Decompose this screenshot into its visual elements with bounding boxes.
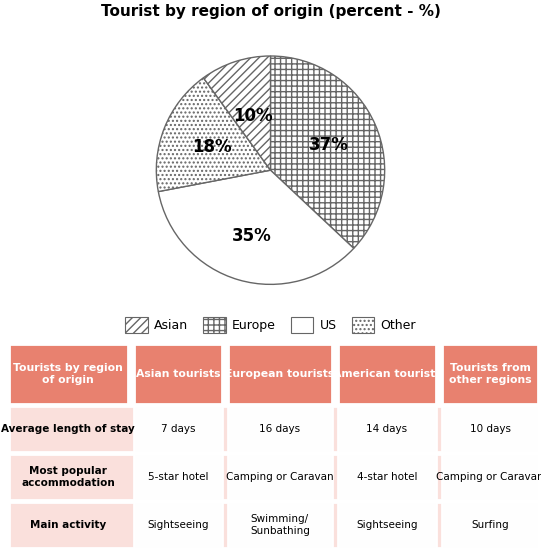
FancyBboxPatch shape	[9, 344, 128, 404]
Title: Tourist by region of origin (percent - %): Tourist by region of origin (percent - %…	[101, 4, 440, 19]
Text: 16 days: 16 days	[259, 424, 300, 434]
Text: Most popular
accommodation: Most popular accommodation	[22, 466, 115, 488]
Text: 37%: 37%	[309, 136, 349, 154]
Wedge shape	[270, 56, 385, 248]
FancyBboxPatch shape	[338, 344, 436, 404]
Text: Tourists from
other regions: Tourists from other regions	[449, 363, 531, 385]
Text: 4-star hotel: 4-star hotel	[357, 472, 417, 482]
Text: 35%: 35%	[232, 227, 271, 245]
FancyBboxPatch shape	[228, 454, 332, 500]
Text: 14 days: 14 days	[366, 424, 407, 434]
Text: Sightseeing: Sightseeing	[147, 520, 209, 530]
FancyBboxPatch shape	[9, 406, 538, 452]
FancyBboxPatch shape	[135, 502, 222, 548]
FancyBboxPatch shape	[228, 502, 332, 548]
FancyBboxPatch shape	[338, 454, 436, 500]
Text: Surfing: Surfing	[471, 520, 509, 530]
Text: Average length of stay: Average length of stay	[2, 424, 135, 434]
FancyBboxPatch shape	[135, 454, 222, 500]
Text: 10 days: 10 days	[470, 424, 511, 434]
FancyBboxPatch shape	[228, 344, 332, 404]
Text: Camping or Caravan: Camping or Caravan	[226, 472, 334, 482]
FancyBboxPatch shape	[443, 454, 538, 500]
FancyBboxPatch shape	[135, 344, 222, 404]
FancyBboxPatch shape	[443, 406, 538, 452]
Text: European tourists: European tourists	[225, 369, 334, 379]
Text: Camping or Caravan: Camping or Caravan	[436, 472, 541, 482]
FancyBboxPatch shape	[9, 502, 538, 548]
Text: Swimming/
Sunbathing: Swimming/ Sunbathing	[250, 514, 310, 536]
Wedge shape	[203, 56, 270, 170]
FancyBboxPatch shape	[338, 502, 436, 548]
Text: 18%: 18%	[192, 138, 232, 156]
Wedge shape	[159, 170, 354, 284]
Text: Sightseeing: Sightseeing	[357, 520, 418, 530]
FancyBboxPatch shape	[135, 406, 222, 452]
FancyBboxPatch shape	[228, 406, 332, 452]
Wedge shape	[156, 78, 270, 192]
Text: Main activity: Main activity	[30, 520, 107, 530]
FancyBboxPatch shape	[443, 502, 538, 548]
Text: 10%: 10%	[233, 107, 273, 125]
Legend: Asian, Europe, US, Other: Asian, Europe, US, Other	[120, 312, 421, 338]
FancyBboxPatch shape	[338, 406, 436, 452]
Text: American tourists: American tourists	[333, 369, 441, 379]
FancyBboxPatch shape	[9, 454, 538, 500]
Text: 5-star hotel: 5-star hotel	[148, 472, 208, 482]
FancyBboxPatch shape	[443, 344, 538, 404]
Text: Asian tourists: Asian tourists	[136, 369, 220, 379]
Text: Tourists by region
of origin: Tourists by region of origin	[14, 363, 123, 385]
Text: 7 days: 7 days	[161, 424, 195, 434]
